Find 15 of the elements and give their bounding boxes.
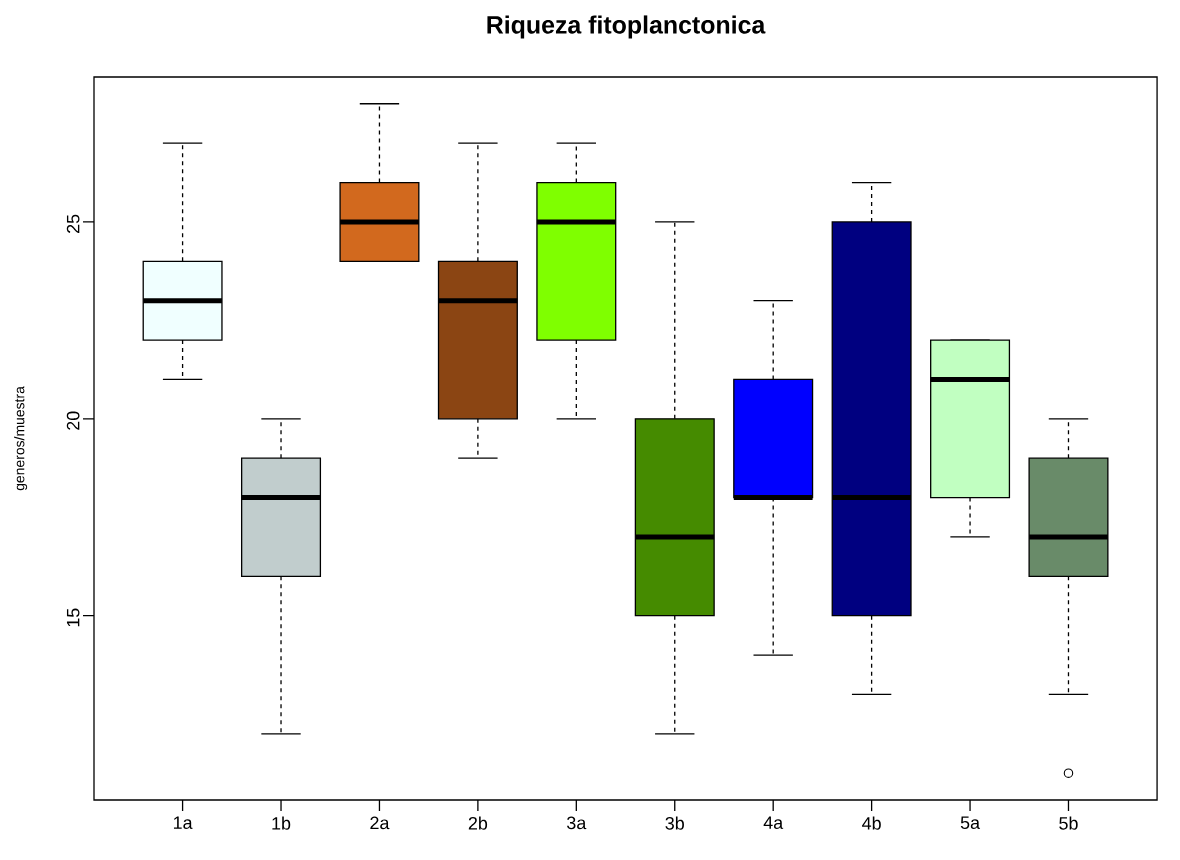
x-tick-label: 1a xyxy=(173,816,193,830)
x-tick-label: 2b xyxy=(468,816,488,830)
x-tick-label: 1b xyxy=(272,816,291,830)
x-tick-label: 5b xyxy=(1059,816,1078,830)
x-tick-label: 3a xyxy=(567,816,587,830)
x-tick-label: 4a xyxy=(763,816,784,830)
y-tick-label: 20 xyxy=(66,411,80,430)
x-tick-label: 4b xyxy=(862,816,881,830)
x-tick-label: 2a xyxy=(370,816,390,830)
x-tick-label: 3b xyxy=(665,816,684,830)
chart-title: Riqueza fitoplanctonica xyxy=(487,15,766,39)
y-tick-label: 15 xyxy=(66,608,80,627)
x-tick-label: 5a xyxy=(960,816,981,830)
y-tick-label: 25 xyxy=(66,214,80,233)
y-axis-title: generos/muestra xyxy=(14,386,28,491)
